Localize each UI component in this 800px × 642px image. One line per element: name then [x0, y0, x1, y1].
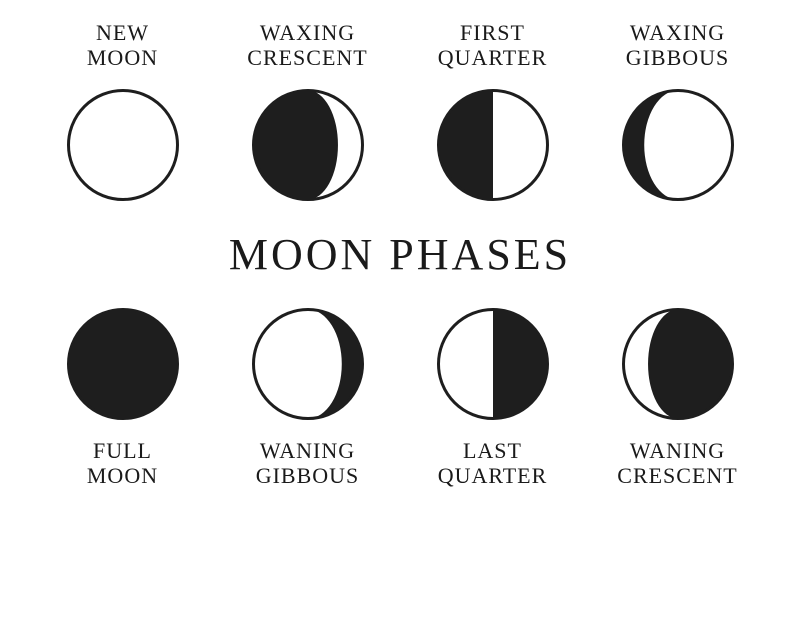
phase-waxing-crescent: WAXING CRESCENT	[215, 20, 400, 201]
phase-label: NEW MOON	[87, 20, 158, 71]
phase-label: WANING GIBBOUS	[256, 438, 360, 489]
infographic-title: MOON PHASES	[229, 229, 571, 280]
phase-full-moon: FULL MOON	[30, 308, 215, 489]
moon-phases-infographic: NEW MOON WAXING CRESCENT FIRST QUARTER W…	[0, 0, 800, 642]
top-row: NEW MOON WAXING CRESCENT FIRST QUARTER W…	[30, 20, 770, 201]
phase-waning-crescent: WANING CRESCENT	[585, 308, 770, 489]
phase-label: WAXING GIBBOUS	[626, 20, 730, 71]
phase-first-quarter: FIRST QUARTER	[400, 20, 585, 201]
moon-icon	[252, 89, 364, 201]
moon-icon	[437, 89, 549, 201]
title-row: MOON PHASES	[30, 201, 770, 308]
moon-icon	[622, 308, 734, 420]
moon-icon	[252, 308, 364, 420]
phase-new-moon: NEW MOON	[30, 20, 215, 201]
moon-icon	[622, 89, 734, 201]
phase-label: WAXING CRESCENT	[247, 20, 367, 71]
moon-icon	[437, 308, 549, 420]
phase-waning-gibbous: WANING GIBBOUS	[215, 308, 400, 489]
moon-icon	[67, 89, 179, 201]
phase-waxing-gibbous: WAXING GIBBOUS	[585, 20, 770, 201]
bottom-row: FULL MOON WANING GIBBOUS LAST QUARTER WA…	[30, 308, 770, 489]
phase-label: FIRST QUARTER	[438, 20, 548, 71]
phase-last-quarter: LAST QUARTER	[400, 308, 585, 489]
phase-label: LAST QUARTER	[438, 438, 548, 489]
phase-label: WANING CRESCENT	[617, 438, 737, 489]
moon-icon	[67, 308, 179, 420]
phase-label: FULL MOON	[87, 438, 158, 489]
